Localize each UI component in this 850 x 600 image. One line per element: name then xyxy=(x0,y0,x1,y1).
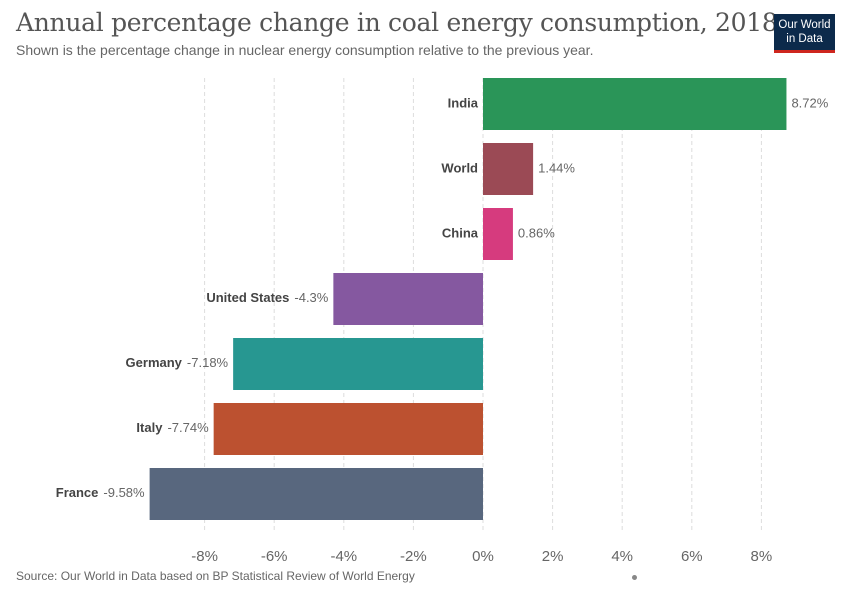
bar[interactable] xyxy=(233,338,483,390)
owid-logo[interactable]: Our World in Data xyxy=(774,14,835,53)
chart-subtitle: Shown is the percentage change in nuclea… xyxy=(16,42,594,58)
value-label: -9.58% xyxy=(103,485,145,500)
x-tick-label: 8% xyxy=(751,548,773,565)
category-label: Italy xyxy=(136,420,163,435)
bar-label: Germany -7.18% xyxy=(126,355,229,370)
labels: India 8.72% World 1.44% China 0.86% United Sta… xyxy=(56,95,829,500)
value-label: -4.3% xyxy=(294,290,328,305)
source-note: Source: Our World in Data based on BP St… xyxy=(16,569,415,583)
bar[interactable] xyxy=(213,403,483,455)
value-label: -7.18% xyxy=(187,355,229,370)
bar[interactable] xyxy=(149,468,483,520)
value-label: 0.86% xyxy=(518,225,555,240)
bar-label: United States -4.3% xyxy=(206,290,328,305)
bar-label: Italy -7.74% xyxy=(136,420,209,435)
info-dot[interactable] xyxy=(632,575,637,580)
x-axis-ticks: -8% -6% -4% -2% 0% 2% 4% 6% 8% xyxy=(191,548,772,565)
category-label: United States xyxy=(206,290,289,305)
category-label: France xyxy=(56,485,99,500)
category-label: Germany xyxy=(126,355,183,370)
bar[interactable] xyxy=(483,143,534,195)
category-label: India xyxy=(448,95,479,110)
bar-label: France -9.58% xyxy=(56,485,145,500)
bar[interactable] xyxy=(333,273,483,325)
value-label: 8.72% xyxy=(791,95,828,110)
x-tick-label: 2% xyxy=(542,548,564,565)
value-label: -7.74% xyxy=(167,420,209,435)
value-label: 1.44% xyxy=(538,160,575,175)
x-tick-label: 6% xyxy=(681,548,703,565)
bars xyxy=(149,78,787,520)
logo-line-2: in Data xyxy=(786,33,823,45)
chart-title: Annual percentage change in coal energy … xyxy=(16,8,778,37)
x-tick-label: -6% xyxy=(261,548,288,565)
category-label: China xyxy=(442,225,479,240)
x-tick-label: 4% xyxy=(611,548,633,565)
x-tick-label: -2% xyxy=(400,548,427,565)
x-tick-label: -8% xyxy=(191,548,218,565)
x-tick-label: 0% xyxy=(472,548,494,565)
bar[interactable] xyxy=(483,78,787,130)
x-tick-label: -4% xyxy=(330,548,357,565)
category-label: World xyxy=(441,160,478,175)
bar[interactable] xyxy=(483,208,513,260)
logo-line-1: Our World xyxy=(778,19,831,31)
